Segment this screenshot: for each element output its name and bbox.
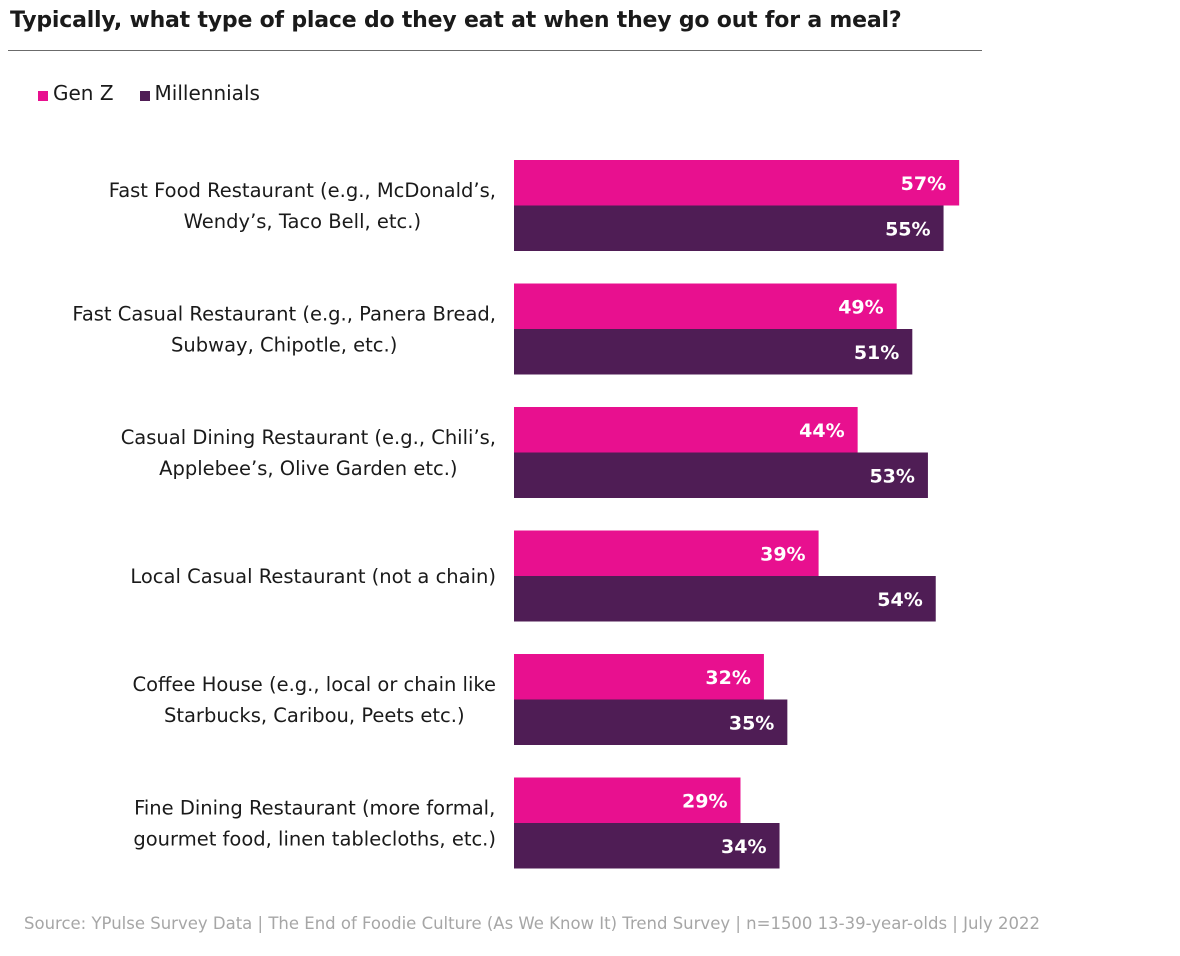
bar-millennials-5 [514,699,788,745]
title-divider [8,50,982,51]
bar-gen-z-4 [514,530,819,576]
value-label-gen-z-6: 29% [682,790,727,812]
value-label-millennials-1: 55% [885,218,930,240]
source-note: Source: YPulse Survey Data | The End of … [24,914,1041,933]
bar-millennials-1 [514,205,944,251]
category-label-4: Local Casual Restaurant (not a chain) [130,565,496,588]
value-label-gen-z-2: 49% [838,296,883,318]
value-label-millennials-4: 54% [877,589,922,611]
category-label-3: Casual Dining Restaurant (e.g., Chili’s,… [121,426,496,480]
category-label-5: Coffee House (e.g., local or chain like S… [133,673,496,727]
value-label-millennials-2: 51% [854,342,899,364]
value-label-gen-z-4: 39% [760,543,805,565]
bar-gen-z-2 [514,283,897,329]
category-label-line: Fine Dining Restaurant (more formal, [134,797,495,820]
bar-millennials-4 [514,576,936,622]
value-label-millennials-6: 34% [721,836,766,858]
bar-millennials-3 [514,452,928,498]
legend-item-gen-z: Gen Z [38,81,114,105]
bar-millennials-2 [514,329,913,375]
category-label-line: Fast Food Restaurant (e.g., McDonald’s, [109,179,496,202]
legend-label-gen-z: Gen Z [53,81,114,105]
category-label-line: Wendy’s, Taco Bell, etc.) [184,210,421,233]
category-label-line: Coffee House (e.g., local or chain like [133,673,496,696]
category-label-line: Starbucks, Caribou, Peets etc.) [164,704,465,727]
value-label-millennials-3: 53% [869,465,914,487]
bar-gen-z-5 [514,654,764,700]
category-label-line: Applebee’s, Olive Garden etc.) [159,457,457,480]
chart-title: Typically, what type of place do they ea… [10,8,902,33]
legend-swatch-millennials [139,90,150,101]
chart-legend: Gen Z Millennials [38,81,286,105]
legend-item-millennials: Millennials [139,81,260,105]
bar-gen-z-6 [514,777,741,823]
legend-swatch-gen-z [38,90,48,101]
bar-gen-z-1 [514,160,960,206]
value-label-gen-z-3: 44% [799,420,844,442]
category-label-line: Subway, Chipotle, etc.) [171,334,397,357]
value-label-gen-z-1: 57% [901,173,946,195]
bar-gen-z-3 [514,407,858,453]
bar-millennials-6 [514,823,780,869]
value-label-millennials-5: 35% [729,712,774,734]
category-label-6: Fine Dining Restaurant (more formal, gour… [133,797,496,851]
bar-chart: Fast Food Restaurant (e.g., McDonald’s, W… [72,160,960,869]
value-label-gen-z-5: 32% [705,667,750,689]
category-label-line: Fast Casual Restaurant (e.g., Panera Bre… [72,303,496,326]
category-label-1: Fast Food Restaurant (e.g., McDonald’s, W… [109,179,496,233]
category-label-2: Fast Casual Restaurant (e.g., Panera Bre… [72,303,496,357]
legend-label-millennials: Millennials [154,81,260,105]
category-label-line: gourmet food, linen tablecloths, etc.) [133,828,496,851]
category-label-line: Casual Dining Restaurant (e.g., Chili’s, [121,426,496,449]
category-label-line: Local Casual Restaurant (not a chain) [130,565,496,588]
